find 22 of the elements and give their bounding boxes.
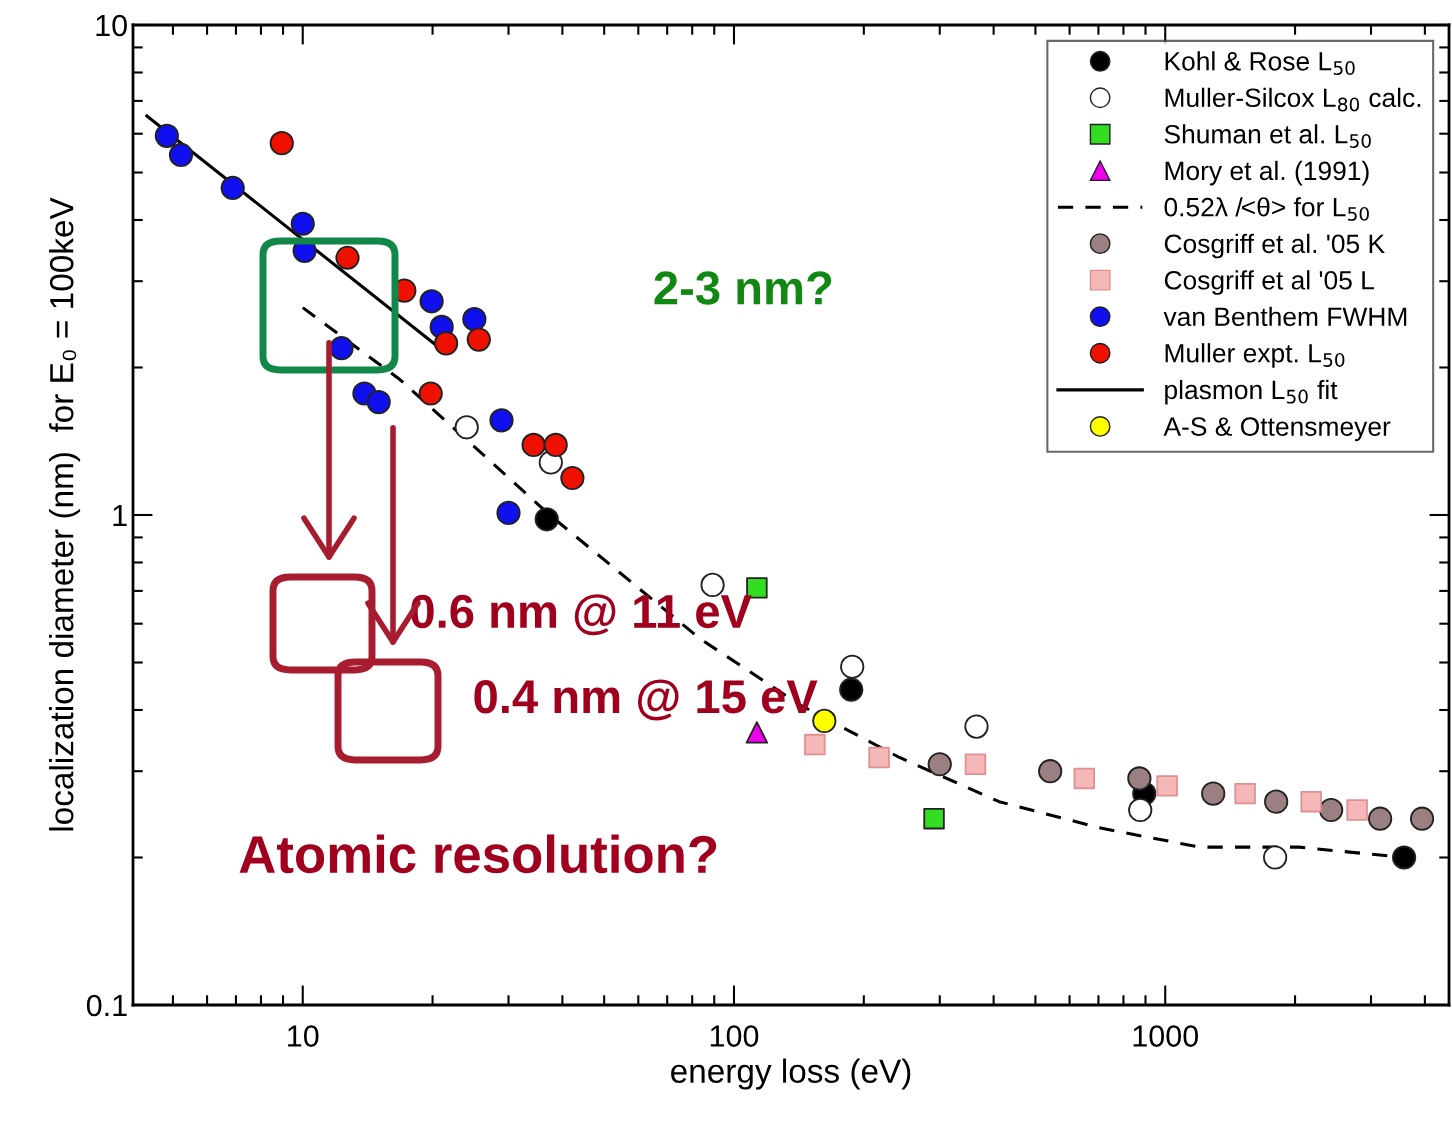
legend-label: Kohl & Rose L$_{50}$ xyxy=(1165,51,1355,75)
legend-label: A-S & Ottensmeyer xyxy=(1163,417,1391,442)
legend-label: Mory et al. (1991) xyxy=(1165,160,1369,186)
legend-label: Muller-Silcox L$_{80}$ calc. xyxy=(1165,87,1421,112)
legend-label: Cosgriff et al '05 L xyxy=(1164,270,1374,295)
y-tick-label: 0.1 xyxy=(86,994,127,1017)
y-tick-label: 10 xyxy=(96,14,127,37)
legend-label: van Benthem FWHM xyxy=(1163,306,1407,327)
legend-label: Shuman et al. L$_{50}$ xyxy=(1164,124,1371,148)
legend-label: plasmon L$_{50}$ fit xyxy=(1165,379,1338,405)
x-axis-title: energy loss (eV) xyxy=(671,1058,911,1090)
y-tick-label: 1 xyxy=(113,505,127,527)
x-tick-label: 10 xyxy=(288,1025,319,1047)
x-tick-label: 1000 xyxy=(1133,1025,1199,1047)
annotation: 2-3 nm? xyxy=(654,271,832,305)
annotation: Atomic resolution? xyxy=(239,834,717,874)
legend-label: 0.52λ /<θ> for L$_{50}$ xyxy=(1164,197,1369,221)
y-axis-title: localization diameter (nm) for E₀ = 100keV xyxy=(49,197,81,831)
legend-label: Cosgriff et al. '05 K xyxy=(1164,233,1385,259)
x-tick-label: 100 xyxy=(710,1025,759,1047)
legend-label: Muller expt. L$_{50}$ xyxy=(1165,343,1345,368)
annotation: 0.4 nm @ 15 eV xyxy=(474,679,818,721)
